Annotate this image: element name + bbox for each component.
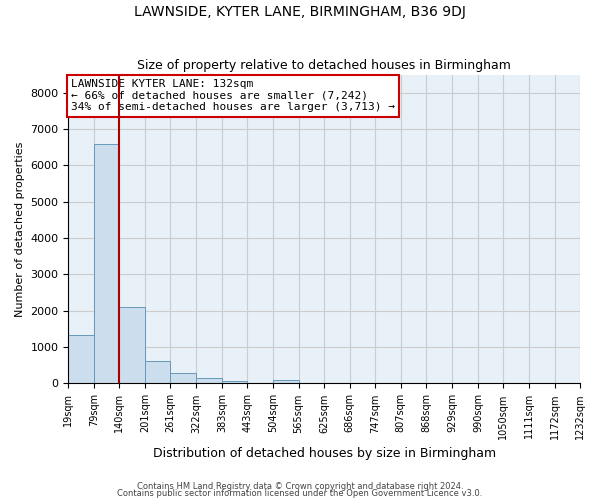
- Bar: [68, 336, 94, 384]
- X-axis label: Distribution of detached houses by size in Birmingham: Distribution of detached houses by size …: [152, 447, 496, 460]
- Title: Size of property relative to detached houses in Birmingham: Size of property relative to detached ho…: [137, 59, 511, 72]
- Bar: [170, 373, 196, 384]
- Bar: [119, 307, 145, 384]
- Text: LAWNSIDE, KYTER LANE, BIRMINGHAM, B36 9DJ: LAWNSIDE, KYTER LANE, BIRMINGHAM, B36 9D…: [134, 5, 466, 19]
- Bar: [222, 380, 247, 384]
- Bar: [273, 380, 299, 384]
- Y-axis label: Number of detached properties: Number of detached properties: [15, 142, 25, 316]
- Bar: [196, 378, 222, 384]
- Text: Contains HM Land Registry data © Crown copyright and database right 2024.: Contains HM Land Registry data © Crown c…: [137, 482, 463, 491]
- Bar: [94, 144, 119, 384]
- Text: LAWNSIDE KYTER LANE: 132sqm
← 66% of detached houses are smaller (7,242)
34% of : LAWNSIDE KYTER LANE: 132sqm ← 66% of det…: [71, 79, 395, 112]
- Bar: [145, 360, 170, 384]
- Text: Contains public sector information licensed under the Open Government Licence v3: Contains public sector information licen…: [118, 489, 482, 498]
